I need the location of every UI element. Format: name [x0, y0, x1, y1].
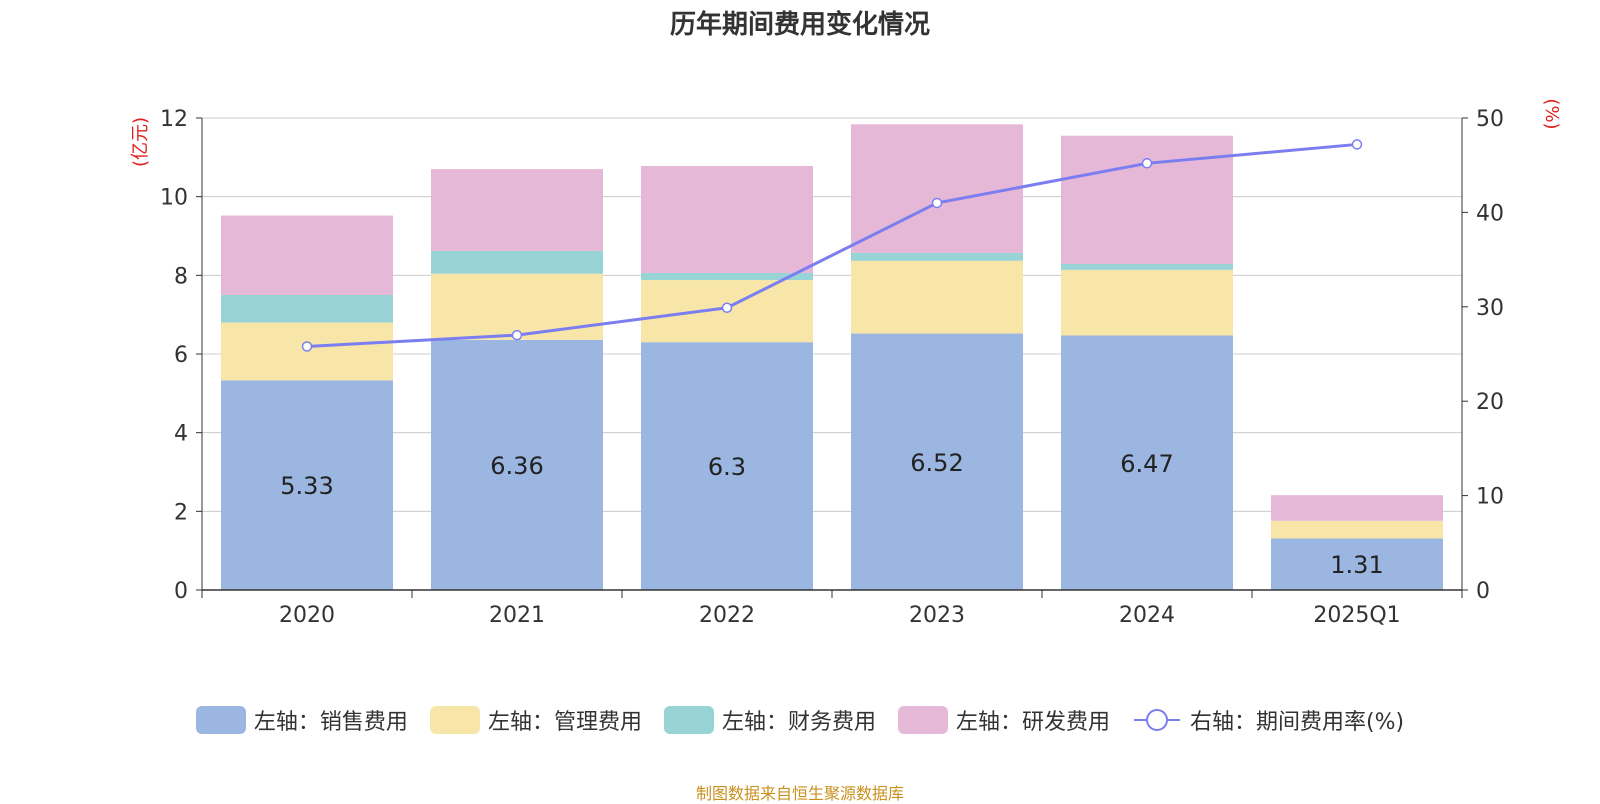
bar-value-label: 1.31 — [1330, 551, 1383, 579]
legend-line-icon — [1133, 709, 1180, 731]
legend-swatch-rd — [897, 706, 948, 734]
expense-rate-point — [931, 197, 943, 209]
bar-segment — [1061, 263, 1233, 270]
bar-segment — [1271, 495, 1443, 521]
left-tick-label: 12 — [160, 107, 188, 132]
legend-item-admin[interactable]: 左轴：管理费用 — [429, 704, 642, 736]
bar-segment — [221, 380, 393, 590]
source-note: 制图数据来自恒生聚源数据库 — [695, 784, 904, 803]
x-tick-label: 2021 — [489, 603, 545, 628]
bar-segment — [221, 295, 393, 323]
x-tick-label: 2022 — [699, 603, 755, 628]
legend-swatch-sales — [195, 706, 246, 734]
bar-segment — [1061, 269, 1233, 336]
x-tick-label: 2024 — [1119, 603, 1175, 628]
expense-rate-point — [511, 329, 523, 341]
legend-item-finance[interactable]: 左轴：财务费用 — [663, 704, 876, 736]
bar-segment — [641, 165, 813, 273]
bar-value-label: 6.36 — [490, 452, 543, 480]
left-axis-unit: (亿元) — [130, 117, 151, 167]
chart-title: 历年期间费用变化情况 — [669, 10, 930, 40]
legend-item-sales[interactable]: 左轴：销售费用 — [195, 704, 408, 736]
right-tick-label: 50 — [1476, 107, 1504, 132]
legend-label-expense-rate: 右轴：期间费用率(%) — [1189, 710, 1405, 735]
bar-segment — [431, 169, 603, 251]
right-tick-label: 30 — [1476, 296, 1504, 321]
x-tick-label: 2023 — [909, 603, 965, 628]
bar-segment — [431, 250, 603, 274]
expense-rate-point — [1141, 158, 1153, 169]
bar-value-label: 5.33 — [280, 472, 333, 500]
bar-label-layer: 5.33 6.36 6.3 6.52 6.47 1.31 — [280, 449, 1383, 579]
legend: 左轴：销售费用 左轴：管理费用 左轴：财务费用 左轴：研发费用 右轴：期间费用率… — [0, 704, 1600, 736]
left-tick-label: 8 — [174, 264, 188, 289]
expense-rate-line — [306, 142, 1358, 348]
legend-label-admin: 左轴：管理费用 — [487, 710, 642, 735]
bar-segment — [851, 252, 1023, 261]
expense-rate-point — [1351, 139, 1363, 150]
right-axis-unit: (%) — [1541, 98, 1562, 129]
left-tick-label: 2 — [174, 500, 188, 525]
expense-rate-point — [301, 341, 313, 352]
axes-layer: 0 2 4 6 8 10 12 0 10 20 30 40 50 (亿元) (%) 2020 2021 2022 2… — [130, 98, 1562, 628]
bar-value-label: 6.52 — [910, 449, 963, 477]
left-tick-label: 6 — [174, 343, 188, 368]
bar-segment — [641, 272, 813, 281]
legend-swatch-finance — [663, 706, 714, 734]
legend-label-rd: 左轴：研发费用 — [955, 710, 1110, 735]
legend-label-sales: 左轴：销售费用 — [253, 710, 408, 735]
bar-segment — [851, 333, 1023, 590]
grid-lines — [202, 117, 1462, 512]
left-tick-label: 4 — [174, 422, 188, 447]
bar-segment — [1271, 538, 1443, 590]
x-tick-label: 2025Q1 — [1313, 603, 1400, 628]
bar-segment — [851, 260, 1023, 334]
right-tick-label: 20 — [1476, 390, 1504, 415]
bar-segment — [431, 339, 603, 590]
x-tick-label: 2020 — [279, 603, 335, 628]
legend-item-expense-rate[interactable]: 右轴：期间费用率(%) — [1132, 704, 1404, 736]
left-tick-label: 0 — [174, 579, 188, 604]
bar-segment — [221, 215, 393, 295]
chart-canvas: 5.33 6.36 6.3 6.52 6.47 1.31 0 2 4 6 8 10 12 0 10 20 30… — [130, 98, 1562, 628]
bar-segment — [1061, 135, 1233, 264]
right-tick-label: 0 — [1476, 579, 1490, 604]
line-layer — [301, 139, 1363, 352]
bar-value-label: 6.3 — [708, 453, 746, 481]
left-tick-label: 10 — [160, 186, 188, 211]
legend-swatch-admin — [429, 706, 480, 734]
expense-rate-point — [721, 302, 733, 313]
legend-label-finance: 左轴：财务费用 — [721, 710, 876, 735]
right-tick-label: 10 — [1476, 485, 1504, 510]
bar-segment — [641, 342, 813, 590]
right-tick-label: 40 — [1476, 201, 1504, 226]
bar-segment — [1271, 520, 1443, 539]
bar-value-label: 6.47 — [1120, 450, 1173, 478]
bar-layer — [221, 124, 1443, 590]
legend-item-rd[interactable]: 左轴：研发费用 — [897, 704, 1110, 736]
bar-segment — [1061, 335, 1233, 590]
